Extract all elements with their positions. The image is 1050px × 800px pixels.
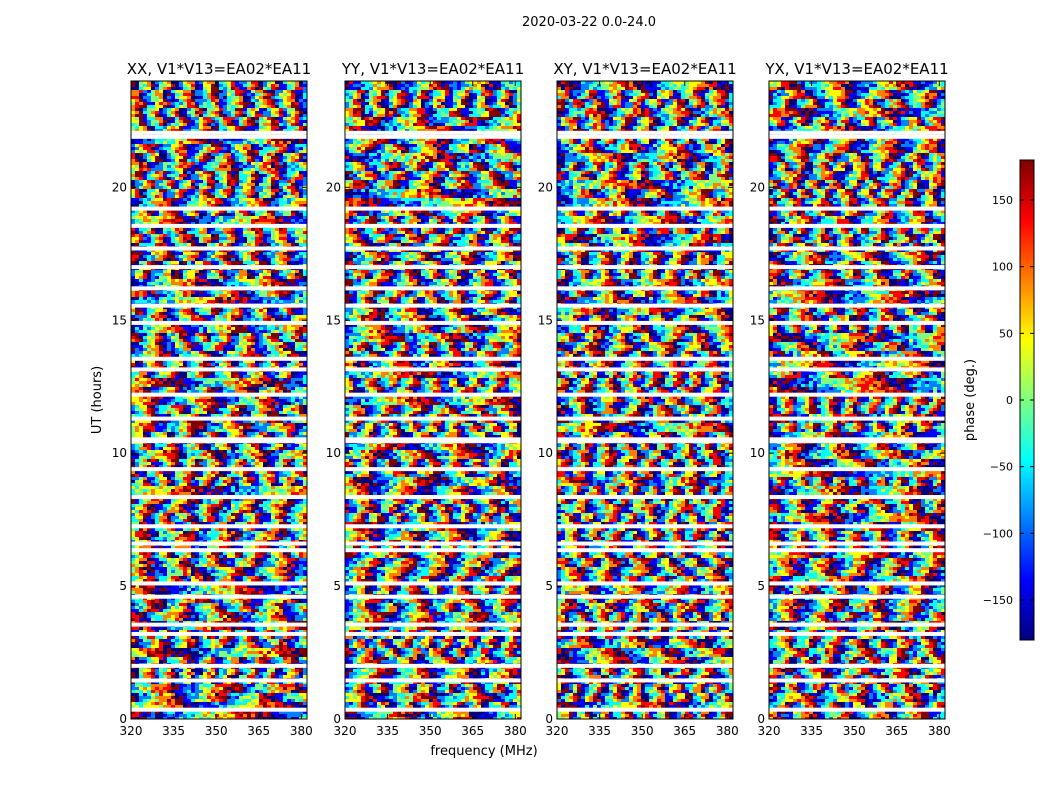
y-tick-label: 10 bbox=[326, 446, 341, 460]
x-tick-label: 350 bbox=[205, 724, 228, 738]
axes-frame bbox=[768, 80, 946, 720]
y-tick-label: 15 bbox=[538, 313, 553, 327]
colorbar-tick-label: 150 bbox=[992, 194, 1013, 207]
panel-title: YY, V1*V13=EA02*EA11 bbox=[341, 60, 524, 78]
panel-xy: XY, V1*V13=EA02*EA11 320 335 350 365 380 0 5 10 1… bbox=[538, 60, 739, 738]
x-tick-label: 380 bbox=[290, 724, 313, 738]
y-tick-label: 5 bbox=[333, 579, 341, 593]
heatmap-xx bbox=[131, 81, 307, 719]
x-tick-label: 365 bbox=[673, 724, 696, 738]
colorbar-tick-label: 100 bbox=[992, 261, 1013, 274]
y-tick-label: 20 bbox=[750, 180, 765, 194]
x-tick-label: 335 bbox=[800, 724, 823, 738]
x-tick-label: 335 bbox=[376, 724, 399, 738]
colorbar-tick-label: −100 bbox=[983, 527, 1013, 540]
x-tick-label: 365 bbox=[247, 724, 270, 738]
y-tick-label: 0 bbox=[119, 712, 127, 726]
x-tick-label: 365 bbox=[461, 724, 484, 738]
x-tick-label: 380 bbox=[928, 724, 951, 738]
axes-frame bbox=[344, 80, 522, 720]
figure-title: 2020-03-22 0.0-24.0 bbox=[522, 15, 656, 30]
axes-frame bbox=[130, 80, 308, 720]
x-tick-label: 335 bbox=[162, 724, 185, 738]
x-tick-label: 320 bbox=[758, 724, 781, 738]
y-tick-label: 15 bbox=[326, 313, 341, 327]
axes-frame bbox=[556, 80, 734, 720]
colorbar: −150 −100 −50 0 50 100 150 phase (deg.) bbox=[963, 159, 1035, 641]
y-tick-label: 5 bbox=[757, 579, 765, 593]
y-tick-label: 0 bbox=[333, 712, 341, 726]
panel-title: XY, V1*V13=EA02*EA11 bbox=[553, 60, 736, 78]
y-tick-label: 5 bbox=[545, 579, 553, 593]
x-axis-label: frequency (MHz) bbox=[430, 744, 537, 759]
x-tick-label: 350 bbox=[419, 724, 442, 738]
x-tick-label: 380 bbox=[504, 724, 527, 738]
x-tick-label: 350 bbox=[631, 724, 654, 738]
colorbar-tick-label: 0 bbox=[1006, 394, 1013, 407]
x-tick-label: 335 bbox=[588, 724, 611, 738]
x-tick-label: 320 bbox=[120, 724, 143, 738]
y-tick-label: 15 bbox=[750, 313, 765, 327]
y-tick-label: 10 bbox=[750, 446, 765, 460]
x-tick-label: 350 bbox=[843, 724, 866, 738]
colorbar-ticks: −150 −100 −50 0 50 100 150 bbox=[983, 194, 1034, 607]
y-axis-label: UT (hours) bbox=[90, 366, 105, 434]
panel-yx: YX, V1*V13=EA02*EA11 320 335 350 365 380 0 5 10 1… bbox=[750, 60, 951, 738]
panel-title: XX, V1*V13=EA02*EA11 bbox=[127, 60, 311, 78]
x-tick-label: 320 bbox=[334, 724, 357, 738]
panel-yy: YY, V1*V13=EA02*EA11 320 335 350 365 380 0 5 10 1… bbox=[326, 60, 527, 738]
y-tick-label: 0 bbox=[545, 712, 553, 726]
y-tick-label: 5 bbox=[119, 579, 127, 593]
colorbar-tick-label: −150 bbox=[983, 594, 1013, 607]
colorbar-label: phase (deg.) bbox=[963, 359, 978, 441]
panel-xx: XX, V1*V13=EA02*EA11 320 335 350 365 380 0 5 10 1… bbox=[112, 60, 313, 738]
y-tick-label: 20 bbox=[326, 180, 341, 194]
x-tick-label: 365 bbox=[885, 724, 908, 738]
x-tick-label: 380 bbox=[716, 724, 739, 738]
y-tick-label: 10 bbox=[538, 446, 553, 460]
heatmap-xy bbox=[557, 81, 733, 719]
heatmap-yx bbox=[769, 81, 945, 719]
colorbar-tick-label: −50 bbox=[990, 461, 1013, 474]
heatmap-yy bbox=[345, 81, 521, 719]
x-tick-label: 320 bbox=[546, 724, 569, 738]
y-tick-label: 10 bbox=[112, 446, 127, 460]
panel-title: YX, V1*V13=EA02*EA11 bbox=[764, 60, 948, 78]
y-tick-label: 0 bbox=[757, 712, 765, 726]
y-tick-label: 20 bbox=[538, 180, 553, 194]
y-tick-label: 15 bbox=[112, 313, 127, 327]
panels-group: XX, V1*V13=EA02*EA11 320 335 350 365 380 0 5 10 1… bbox=[112, 60, 951, 738]
y-tick-label: 20 bbox=[112, 180, 127, 194]
colorbar-tick-label: 50 bbox=[999, 327, 1013, 340]
